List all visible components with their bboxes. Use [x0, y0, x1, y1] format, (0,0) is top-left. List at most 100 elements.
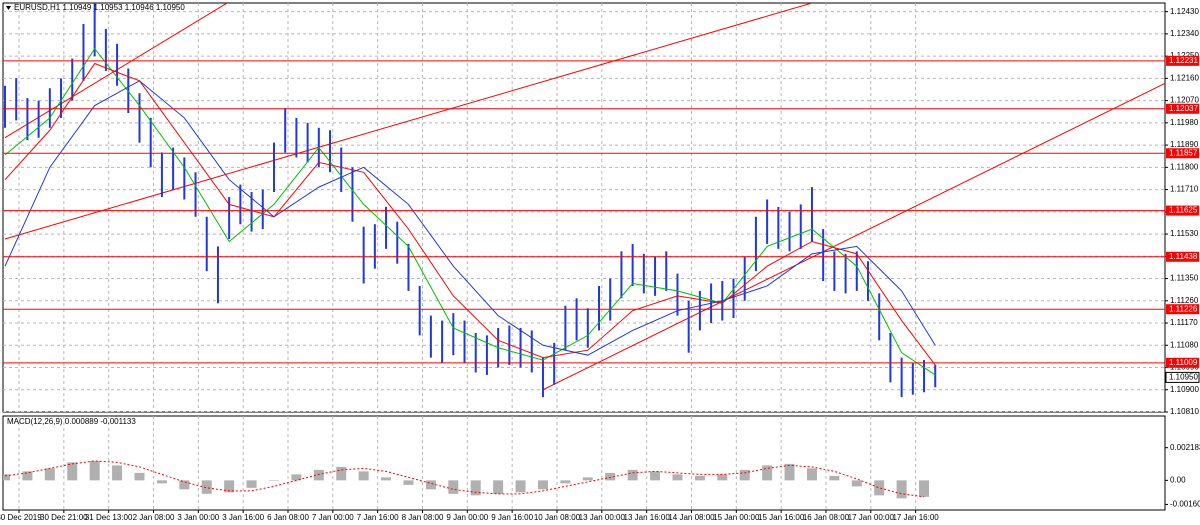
main-plot — [3, 3, 1165, 412]
macd-bar — [537, 480, 548, 490]
x-tick-label: 8 Jan 08:00 — [402, 513, 444, 522]
level-tag — [1166, 103, 1199, 114]
y-tick-label: 0.002183 — [1170, 443, 1200, 452]
x-tick-label: 13 Jan 00:00 — [579, 513, 626, 522]
y-tick-label: 1.11890 — [1170, 140, 1199, 149]
x-tick-label: 6 Jan 08:00 — [267, 513, 309, 522]
y-tick-label: 1.11530 — [1170, 229, 1199, 238]
x-tick-label: 2 Jan 08:00 — [133, 513, 175, 522]
macd-bar — [717, 474, 728, 481]
x-tick-label: 7 Jan 16:00 — [357, 513, 399, 522]
macd-bar — [67, 462, 78, 481]
macd-bar — [313, 469, 324, 481]
macd-bar — [762, 465, 773, 481]
macd-bar — [44, 468, 55, 481]
level-tag — [1166, 251, 1199, 262]
macd-bar — [89, 460, 100, 481]
macd-bar — [268, 480, 279, 481]
level-tag — [1166, 55, 1199, 66]
moving-average — [4, 47, 936, 376]
x-tick-label: 15 Jan 00:00 — [713, 513, 760, 522]
x-tick-label: 3 Jan 00:00 — [177, 513, 219, 522]
level-label: 1.12037 — [1169, 104, 1198, 113]
macd-bar — [291, 474, 302, 481]
macd-bar — [224, 480, 235, 493]
level-tag — [1166, 357, 1199, 368]
macd-bar — [560, 480, 571, 484]
y-tick-label: 0.00 — [1170, 475, 1186, 484]
y-tick-label: 1.11350 — [1170, 274, 1199, 283]
y-tick-label: 1.11800 — [1170, 162, 1199, 171]
x-tick-label: 7 Jan 00:00 — [312, 513, 354, 522]
macd-bar — [403, 480, 414, 485]
chart-title: EURUSD,H1 1.10949 1.10953 1.10946 1.1095… — [14, 3, 185, 12]
macd-title: MACD(12,26,9) 0.000889 -0.001133 — [7, 417, 136, 426]
x-tick-label: 9 Jan 00:00 — [446, 513, 488, 522]
x-tick-label: 31 Dec 13:00 — [85, 513, 133, 522]
macd-bar — [112, 465, 123, 481]
moving-average — [4, 80, 936, 356]
macd-pane — [2, 415, 1166, 511]
x-tick-label: 13 Jan 16:00 — [624, 513, 671, 522]
x-tick-label: 10 Jan 08:00 — [534, 513, 581, 522]
x-tick-label: 30 Dec 2019 — [0, 513, 42, 522]
y-tick-label: 1.12430 — [1170, 7, 1199, 16]
macd-bar — [851, 480, 862, 487]
macd-bar — [201, 480, 212, 494]
last-price-label: 1.10950 — [1169, 373, 1198, 382]
moving-average — [4, 62, 936, 366]
y-tick-label: -0.001607 — [1170, 500, 1200, 509]
macd-bar — [784, 463, 795, 481]
level-label: 1.11438 — [1169, 252, 1198, 261]
macd-plot — [3, 460, 930, 499]
trendline — [4, 3, 814, 240]
macd-bar — [358, 471, 369, 481]
macd-bar — [739, 469, 750, 481]
macd-bar — [806, 468, 817, 481]
macd-bar — [627, 469, 638, 481]
x-tick-label: 14 Jan 08:00 — [668, 513, 715, 522]
macd-bar — [156, 480, 167, 484]
macd-bar — [829, 475, 840, 481]
level-label: 1.11625 — [1169, 206, 1198, 215]
macd-bar — [470, 480, 481, 496]
x-tick-label: 17 Jan 00:00 — [848, 513, 895, 522]
level-label: 1.12231 — [1169, 56, 1198, 65]
y-tick-label: 1.12160 — [1170, 73, 1199, 82]
level-tag — [1166, 205, 1199, 216]
macd-bar — [919, 480, 930, 497]
x-tick-label: 30 Dec 21:00 — [40, 513, 88, 522]
macd-bar — [493, 480, 504, 494]
macd-bar — [425, 480, 436, 490]
level-tag — [1166, 148, 1199, 159]
macd-signal — [4, 460, 925, 498]
macd-bar — [22, 471, 33, 481]
level-label: 1.11009 — [1169, 358, 1198, 367]
macd-bar — [448, 480, 459, 494]
level-tag — [1166, 304, 1199, 315]
main-pane — [2, 2, 1166, 413]
y-tick-label: 1.10810 — [1170, 407, 1199, 416]
macd-bar — [694, 475, 705, 481]
macd-bar — [246, 480, 257, 488]
y-tick-label: 1.10900 — [1170, 385, 1199, 394]
macd-bar — [515, 480, 526, 493]
last-price-tag — [1165, 371, 1200, 383]
y-tick-label: 1.12340 — [1170, 29, 1199, 38]
macd-bar — [582, 477, 593, 481]
y-tick-label: 1.11710 — [1170, 185, 1199, 194]
y-tick-label: 1.12070 — [1170, 96, 1199, 105]
macd-bar — [672, 474, 683, 481]
macd-bar — [650, 471, 661, 481]
trendline — [542, 82, 1165, 391]
macd-bar — [179, 480, 190, 490]
macd-bar — [874, 480, 885, 496]
macd-bar — [134, 472, 145, 481]
x-tick-label: 16 Jan 08:00 — [803, 513, 850, 522]
x-tick-label: 9 Jan 16:00 — [491, 513, 533, 522]
y-tick-label: 1.11170 — [1170, 318, 1198, 327]
menu-icon — [6, 6, 11, 10]
y-tick-label: 1.11260 — [1170, 296, 1199, 305]
